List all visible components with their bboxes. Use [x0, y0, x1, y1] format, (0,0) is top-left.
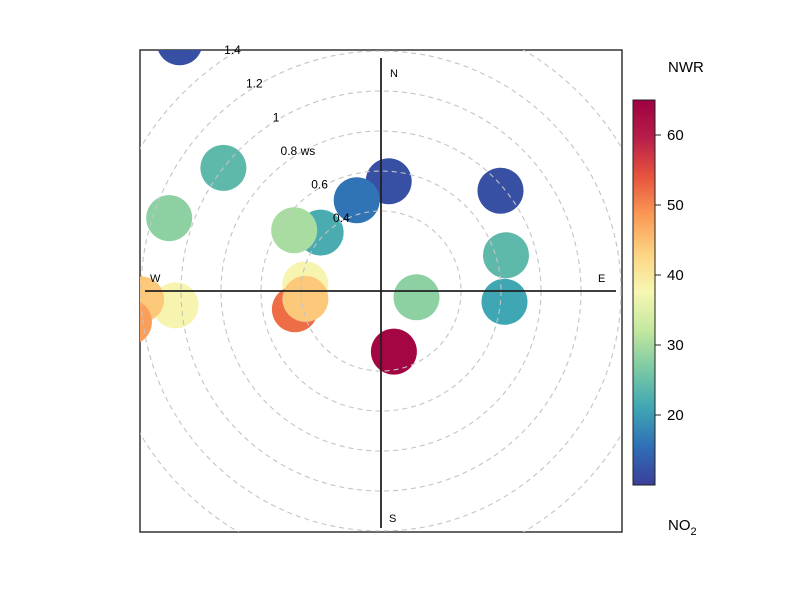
legend-tick-label: 30 [667, 337, 684, 354]
ws-ring [140, 50, 622, 532]
direction-label-e: E [598, 273, 605, 285]
polar-blob [140, 301, 152, 343]
polar-blob [477, 167, 524, 214]
polar-blob [483, 232, 529, 279]
polar-blob [481, 278, 528, 325]
legend-ticks: 20 30 40 50 60 [655, 127, 684, 424]
polar-blob [56, 338, 102, 384]
legend-tick-label: 50 [667, 197, 684, 214]
polar-blob [271, 207, 318, 254]
axis-layer [145, 58, 616, 528]
ring-label: 0.8 ws [281, 144, 316, 158]
polar-blob [370, 328, 417, 375]
polar-blob [393, 274, 440, 321]
polar-blob [152, 282, 199, 329]
direction-label-n: N [390, 68, 398, 80]
legend-tick-label: 20 [667, 407, 684, 424]
ring-label: 0.4 [333, 211, 350, 225]
direction-label-w: W [150, 273, 161, 285]
label-layer: N E S W 0.4 0.6 0.8 ws 1 1.2 1.4 [150, 43, 605, 525]
legend-variable: NO2 [668, 517, 697, 538]
legend-title: NWR [668, 59, 704, 76]
polar-blob [157, 50, 202, 66]
ring-label: 1.2 [246, 77, 263, 91]
polar-blob [146, 195, 193, 242]
polar-blob [64, 299, 110, 345]
ring-label: 1 [273, 110, 280, 124]
legend-tick-label: 60 [667, 127, 684, 144]
legend-tick-label: 40 [667, 267, 684, 284]
legend-colorbar [632, 99, 656, 486]
ring-label: 0.6 [311, 177, 328, 191]
ring-label: 1.4 [224, 43, 241, 57]
polar-blob [282, 275, 329, 322]
direction-label-s: S [389, 513, 396, 525]
